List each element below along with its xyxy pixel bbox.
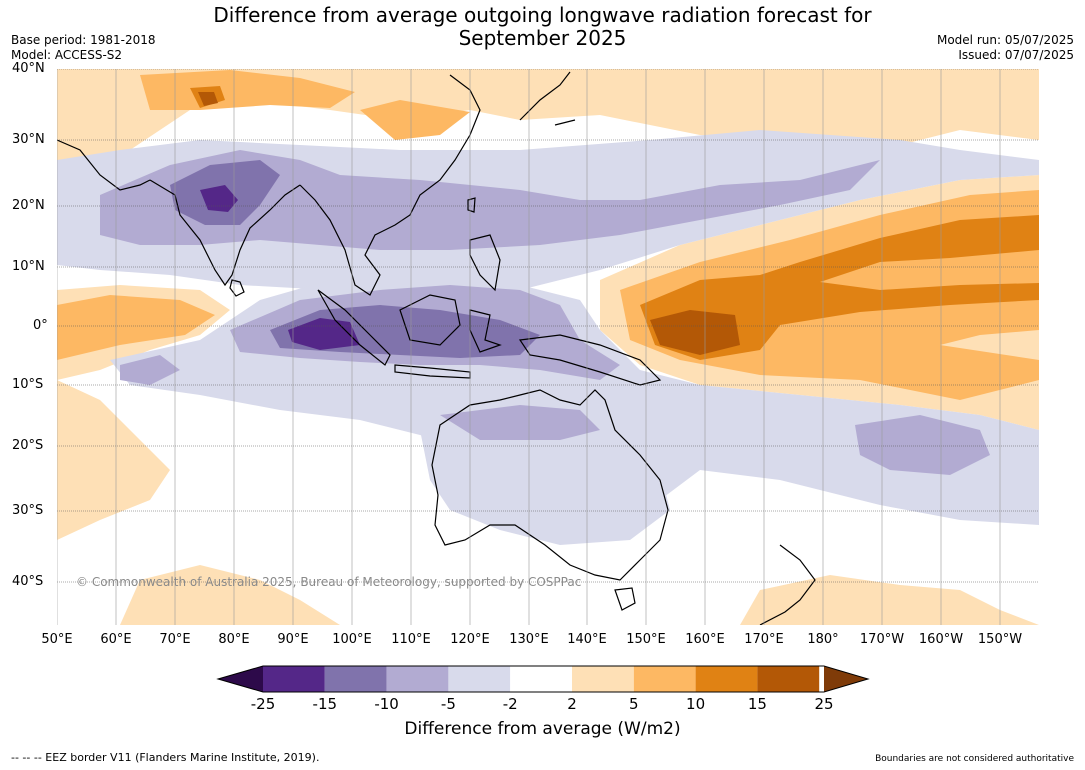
colorbar-tick-4: -5 — [440, 695, 456, 713]
negative-anomaly-south-pacific — [855, 415, 990, 475]
coastline-southeast-asia — [299, 74, 481, 296]
positive-anomaly-pacific-core — [650, 310, 740, 355]
lon-label-60e: 60°E — [100, 632, 132, 647]
positive-anomaly-tasman — [740, 575, 1039, 625]
coastline-arabia — [57, 139, 151, 191]
colorbar-tick-1: -25 — [250, 695, 276, 713]
negative-anomaly-india-core — [200, 185, 238, 212]
lon-label-180: 180° — [807, 632, 839, 647]
map-fields — [57, 69, 1039, 625]
colorbar-label: Difference from average (W/m2) — [404, 719, 681, 739]
lat-label-10s: 10°S — [12, 377, 44, 392]
colorbar-tick-5: -2 — [502, 695, 518, 713]
lon-label-150e: 150°E — [626, 632, 666, 647]
map-title: Difference from average outgoing longwav… — [0, 4, 1085, 50]
negative-anomaly-indian-small — [120, 355, 180, 385]
positive-anomaly-himalaya — [140, 70, 355, 110]
colorbar-tick-9: 15 — [747, 695, 767, 713]
lon-label-170w: 170°W — [859, 632, 905, 647]
lon-label-90e: 90°E — [277, 632, 309, 647]
lon-label-150w: 150°W — [977, 632, 1023, 647]
colorbar-tick-10: 25 — [814, 695, 834, 713]
lat-label-40n: 40°N — [12, 61, 45, 76]
lat-label-30s: 30°S — [12, 503, 44, 518]
coastline-new-guinea — [518, 334, 662, 386]
negative-anomaly-australia — [420, 420, 670, 545]
positive-anomaly-south-indian — [57, 380, 170, 540]
eez-legend: -- -- -- EEZ border V11 (Flanders Marine… — [11, 751, 320, 764]
lat-label-40s: 40°S — [12, 574, 44, 589]
lon-label-80e: 80°E — [218, 632, 250, 647]
lon-label-70e: 70°E — [159, 632, 191, 647]
lon-label-160e: 160°E — [685, 632, 725, 647]
colorbar-tick-2: -15 — [312, 695, 338, 713]
coastline-new-zealand — [759, 544, 816, 625]
model-run: Model run: 05/07/2025 — [936, 33, 1074, 47]
coastline-india — [149, 179, 301, 287]
coastlines — [57, 71, 816, 625]
colorbar-tick-8: 10 — [686, 695, 706, 713]
lon-label-130e: 130°E — [509, 632, 549, 647]
issued-date: Issued: 07/07/2025 — [958, 48, 1074, 62]
meta-left: Base period: 1981-2018 Model: ACCESS-S2 — [11, 33, 156, 63]
positive-anomaly-east-china — [360, 100, 470, 140]
positive-anomaly-tibet-core — [198, 92, 218, 106]
title-line-1: Difference from average outgoing longwav… — [213, 3, 872, 27]
lat-label-0: 0° — [33, 318, 48, 333]
lat-label-30n: 30°N — [12, 132, 45, 147]
negative-anomaly-north-australia — [440, 405, 600, 440]
coastline-japan — [519, 71, 576, 126]
coastline-sumatra — [317, 289, 391, 366]
coastline-borneo — [399, 294, 461, 346]
lon-label-50e: 50°E — [41, 632, 73, 647]
lat-label-20n: 20°N — [12, 198, 45, 213]
coastline-australia — [431, 389, 669, 581]
lon-label-140e: 140°E — [567, 632, 607, 647]
colorbar-tick-7: 5 — [629, 695, 639, 713]
lon-gridlines — [57, 69, 1001, 625]
lat-gridlines — [57, 69, 1039, 583]
boundary-disclaimer: Boundaries are not considered authoritat… — [875, 754, 1074, 764]
positive-anomaly-pacific-strong — [640, 215, 1039, 360]
colorbar-tick-3: -10 — [374, 695, 399, 713]
colorbar-tick-6: 2 — [567, 695, 577, 713]
positive-anomaly-indian-ocean-mid — [57, 295, 215, 360]
title-line-2: September 2025 — [458, 26, 627, 50]
base-period: Base period: 1981-2018 — [11, 33, 156, 47]
coastline-tasmania — [614, 587, 636, 611]
lon-label-110e: 110°E — [391, 632, 431, 647]
coastline-sri-lanka — [229, 279, 245, 297]
lon-label-100e: 100°E — [332, 632, 372, 647]
meta-right: Model run: 05/07/2025 Issued: 07/07/2025 — [937, 33, 1074, 63]
coastline-taiwan — [467, 197, 476, 213]
model-name: Model: ACCESS-S2 — [11, 48, 123, 62]
lon-label-170e: 170°E — [744, 632, 784, 647]
negative-anomaly-monsoon-mid — [100, 150, 880, 250]
copyright-notice: © Commonwealth of Australia 2025, Bureau… — [76, 575, 582, 589]
lat-label-20s: 20°S — [12, 438, 44, 453]
lon-label-160w: 160°W — [918, 632, 964, 647]
lon-label-120e: 120°E — [450, 632, 490, 647]
lat-label-10n: 10°N — [12, 259, 45, 274]
